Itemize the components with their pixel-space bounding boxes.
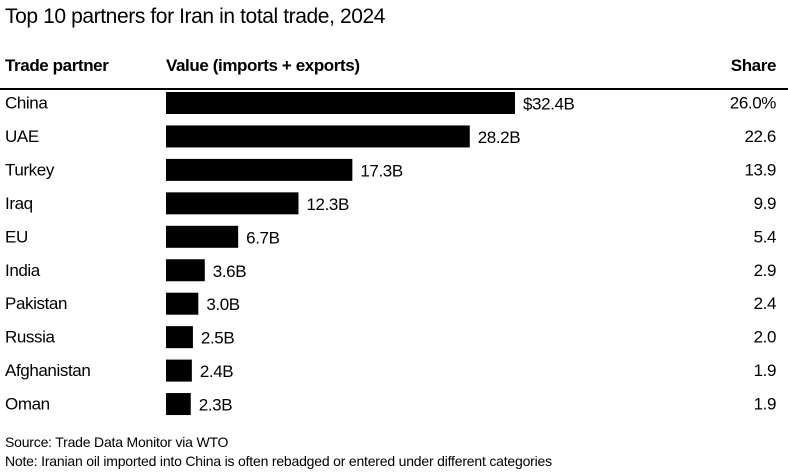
bar bbox=[166, 158, 353, 181]
value-label: 2.3B bbox=[199, 396, 232, 415]
value-label: 6.7B bbox=[246, 228, 279, 247]
category-label: Iraq bbox=[5, 194, 33, 213]
bar bbox=[166, 92, 515, 114]
category-label: Oman bbox=[5, 395, 50, 414]
share-label: 2.9 bbox=[754, 261, 776, 280]
value-label: 2.4B bbox=[200, 362, 233, 381]
category-label: Afghanistan bbox=[5, 361, 90, 380]
value-label: 3.6B bbox=[213, 262, 246, 281]
bar bbox=[166, 393, 191, 416]
value-label: 17.3B bbox=[360, 161, 402, 180]
category-label: India bbox=[5, 261, 41, 280]
category-label: EU bbox=[5, 227, 28, 246]
footnote: Note: Iranian oil imported into China is… bbox=[5, 453, 552, 469]
share-label: 13.9 bbox=[745, 160, 777, 179]
bar bbox=[166, 192, 299, 215]
column-header-share: Share bbox=[730, 56, 777, 75]
bar bbox=[166, 225, 239, 248]
share-label: 2.4 bbox=[754, 294, 776, 313]
bar bbox=[166, 326, 193, 349]
share-label: 5.4 bbox=[754, 227, 776, 246]
share-label: 1.9 bbox=[754, 395, 776, 414]
value-label: 28.2B bbox=[478, 128, 520, 147]
value-label: 3.0B bbox=[206, 295, 239, 314]
source-note: Source: Trade Data Monitor via WTO bbox=[5, 434, 229, 450]
bar bbox=[166, 259, 205, 282]
column-header-partner: Trade partner bbox=[5, 56, 109, 75]
value-label: 12.3B bbox=[306, 195, 348, 214]
category-label: Pakistan bbox=[5, 294, 67, 313]
value-label: $32.4B bbox=[523, 95, 575, 114]
value-label: 2.5B bbox=[201, 329, 234, 348]
bar bbox=[166, 359, 192, 382]
column-header-value: Value (imports + exports) bbox=[166, 56, 360, 75]
category-label: Russia bbox=[5, 328, 56, 347]
category-label: China bbox=[5, 94, 48, 113]
share-label: 26.0% bbox=[730, 94, 776, 113]
share-label: 1.9 bbox=[754, 361, 776, 380]
header-divider bbox=[0, 88, 788, 90]
category-label: UAE bbox=[5, 127, 39, 146]
bar bbox=[166, 292, 199, 315]
chart-title: Top 10 partners for Iran in total trade,… bbox=[5, 5, 386, 28]
share-label: 22.6 bbox=[745, 127, 777, 146]
share-label: 2.0 bbox=[754, 328, 776, 347]
category-label: Turkey bbox=[5, 160, 55, 179]
bar bbox=[166, 125, 470, 148]
share-label: 9.9 bbox=[754, 194, 776, 213]
